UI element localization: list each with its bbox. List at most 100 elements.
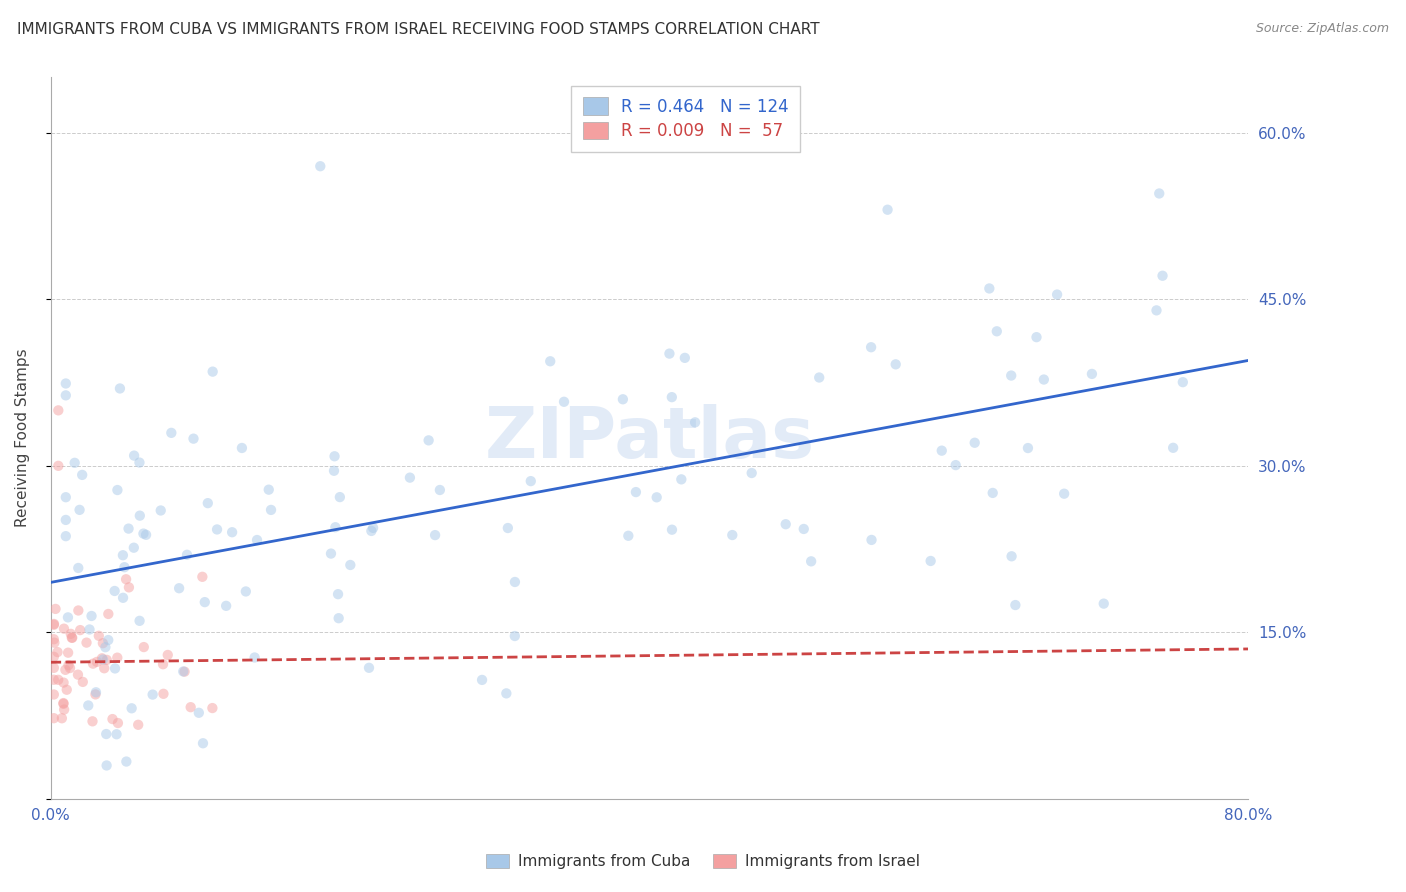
- Point: [323, 464, 346, 478]
- Point: [67, 561, 90, 575]
- Point: [187, 706, 209, 720]
- Point: [860, 340, 883, 354]
- Point: [42, 661, 65, 675]
- Point: [538, 354, 561, 368]
- Point: [69, 623, 91, 637]
- Point: [471, 673, 494, 687]
- Point: [46, 458, 69, 473]
- Point: [152, 657, 174, 672]
- Point: [104, 661, 127, 675]
- Point: [152, 687, 174, 701]
- Point: [800, 554, 823, 568]
- Point: [329, 490, 352, 504]
- Point: [617, 529, 640, 543]
- Point: [221, 525, 243, 540]
- Point: [360, 524, 382, 538]
- Point: [1017, 441, 1039, 455]
- Point: [183, 432, 205, 446]
- Point: [1161, 441, 1184, 455]
- Point: [93, 661, 115, 675]
- Point: [1147, 186, 1170, 201]
- Point: [149, 503, 172, 517]
- Point: [215, 599, 238, 613]
- Point: [107, 716, 129, 731]
- Point: [52, 696, 75, 710]
- Point: [503, 629, 526, 643]
- Point: [160, 425, 183, 440]
- Point: [55, 513, 77, 527]
- Point: [1032, 372, 1054, 386]
- Point: [86, 655, 108, 669]
- Point: [661, 523, 683, 537]
- Point: [97, 633, 120, 648]
- Point: [122, 541, 145, 555]
- Point: [52, 622, 75, 636]
- Point: [624, 485, 647, 500]
- Point: [51, 711, 73, 725]
- Point: [429, 483, 451, 497]
- Point: [495, 686, 517, 700]
- Point: [1092, 597, 1115, 611]
- Point: [42, 649, 65, 664]
- Point: [1081, 367, 1104, 381]
- Point: [920, 554, 942, 568]
- Point: [91, 652, 114, 666]
- Point: [55, 663, 77, 677]
- Point: [658, 346, 681, 360]
- Point: [328, 611, 350, 625]
- Point: [105, 727, 128, 741]
- Point: [339, 558, 361, 572]
- Point: [66, 667, 89, 681]
- Point: [63, 456, 86, 470]
- Point: [67, 603, 90, 617]
- Point: [793, 522, 815, 536]
- Point: [645, 491, 668, 505]
- Point: [69, 503, 91, 517]
- Point: [246, 533, 269, 547]
- Point: [42, 673, 65, 687]
- Point: [191, 570, 214, 584]
- Point: [860, 533, 883, 547]
- Point: [553, 394, 575, 409]
- Point: [128, 456, 150, 470]
- Point: [201, 701, 224, 715]
- Point: [142, 688, 165, 702]
- Point: [128, 614, 150, 628]
- Point: [60, 631, 83, 645]
- Point: [399, 470, 422, 484]
- Point: [91, 636, 114, 650]
- Point: [197, 496, 219, 510]
- Point: [775, 517, 797, 532]
- Point: [132, 526, 155, 541]
- Point: [94, 640, 117, 655]
- Point: [127, 718, 149, 732]
- Point: [156, 648, 179, 662]
- Point: [96, 653, 118, 667]
- Point: [1152, 268, 1174, 283]
- Point: [76, 635, 98, 649]
- Point: [72, 674, 94, 689]
- Point: [673, 351, 696, 365]
- Point: [194, 595, 217, 609]
- Point: [55, 529, 77, 543]
- Point: [42, 711, 65, 725]
- Point: [96, 727, 118, 741]
- Point: [84, 687, 107, 701]
- Point: [80, 609, 103, 624]
- Point: [91, 651, 114, 665]
- Point: [741, 466, 763, 480]
- Point: [60, 631, 83, 645]
- Point: [56, 610, 79, 624]
- Point: [132, 640, 155, 654]
- Point: [496, 521, 519, 535]
- Point: [986, 324, 1008, 338]
- Point: [44, 602, 66, 616]
- Legend: Immigrants from Cuba, Immigrants from Israel: Immigrants from Cuba, Immigrants from Is…: [479, 848, 927, 875]
- Point: [1025, 330, 1047, 344]
- Point: [96, 758, 118, 772]
- Point: [104, 584, 127, 599]
- Point: [58, 658, 80, 673]
- Point: [721, 528, 744, 542]
- Point: [59, 627, 82, 641]
- Point: [46, 403, 69, 417]
